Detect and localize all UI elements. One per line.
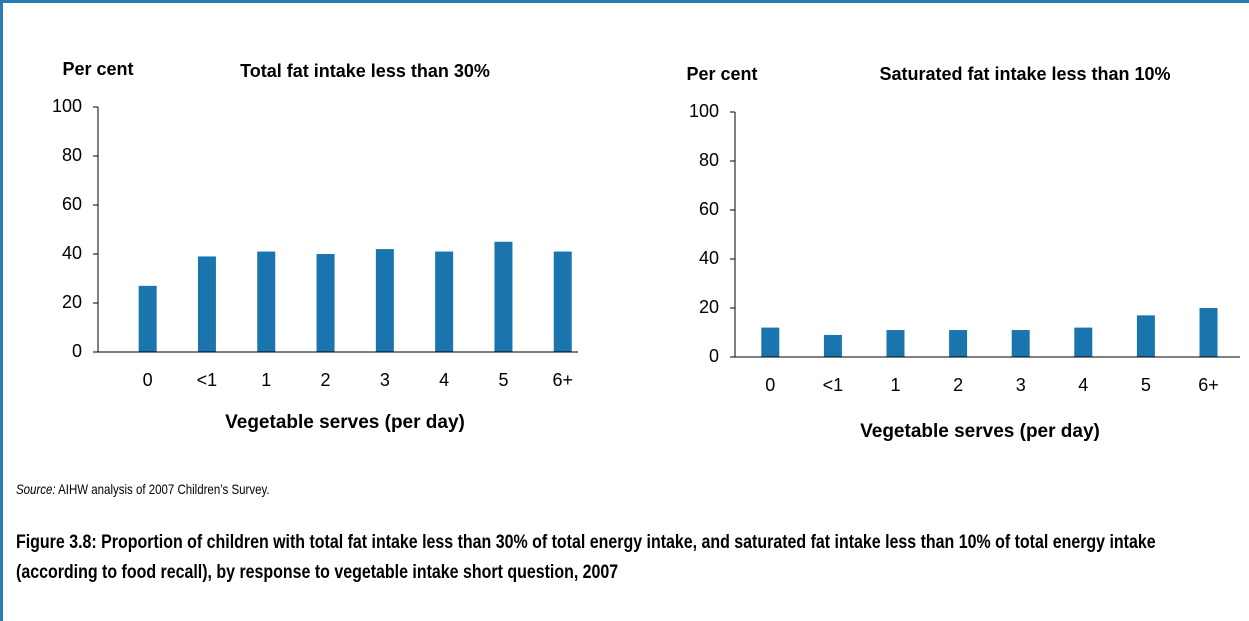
chart-title: Total fat intake less than 30% <box>240 61 490 81</box>
y-tick-label: 0 <box>709 346 719 366</box>
bar <box>138 285 157 352</box>
y-tick-label: 20 <box>62 292 82 312</box>
x-tick-label: 6+ <box>1198 375 1219 395</box>
bar <box>494 241 513 352</box>
y-axis-label: Per cent <box>686 64 757 84</box>
bar <box>886 330 905 357</box>
y-axis-label: Per cent <box>62 59 133 79</box>
bar <box>949 330 968 357</box>
y-tick-label: 20 <box>699 297 719 317</box>
source-label: Source: <box>16 481 56 497</box>
bar <box>316 254 335 352</box>
x-tick-label: 1 <box>261 370 271 390</box>
bar <box>375 249 394 352</box>
x-tick-label: 5 <box>1141 375 1151 395</box>
x-tick-label: 4 <box>439 370 449 390</box>
source: Source: AIHW analysis of 2007 Children’s… <box>16 481 270 497</box>
bar <box>1011 330 1030 357</box>
y-tick-label: 80 <box>699 150 719 170</box>
bar <box>197 256 216 352</box>
source-text: AIHW analysis of 2007 Children’s Survey. <box>58 481 270 497</box>
bar <box>435 251 454 352</box>
y-tick-label: 100 <box>689 101 719 121</box>
x-tick-label: <1 <box>823 375 844 395</box>
x-tick-label: 2 <box>953 375 963 395</box>
x-tick-label: 0 <box>765 375 775 395</box>
x-tick-label: <1 <box>197 370 218 390</box>
x-tick-label: 2 <box>321 370 331 390</box>
y-tick-label: 40 <box>62 243 82 263</box>
bar <box>1136 315 1155 357</box>
x-tick-label: 0 <box>143 370 153 390</box>
x-tick-label: 3 <box>1016 375 1026 395</box>
y-tick-label: 60 <box>62 194 82 214</box>
y-tick-label: 0 <box>72 341 82 361</box>
x-tick-label: 6+ <box>552 370 573 390</box>
y-tick-label: 60 <box>699 199 719 219</box>
y-tick-label: 100 <box>52 96 82 116</box>
bar <box>1074 327 1093 357</box>
chart-title: Saturated fat intake less than 10% <box>879 64 1170 84</box>
caption: Figure 3.8: Proportion of children with … <box>16 532 1156 583</box>
charts: Per cent Total fat intake less than 30% Ve… <box>52 59 1240 442</box>
bar <box>823 334 842 357</box>
y-tick-label: 40 <box>699 248 719 268</box>
x-axis-label: Vegetable serves (per day) <box>225 412 465 433</box>
bar <box>1199 308 1218 357</box>
bar <box>761 327 780 357</box>
x-axis-label: Vegetable serves (per day) <box>860 421 1100 442</box>
x-tick-label: 1 <box>890 375 900 395</box>
bar <box>257 251 276 352</box>
x-tick-label: 3 <box>380 370 390 390</box>
x-tick-label: 5 <box>498 370 508 390</box>
bar <box>553 251 572 352</box>
y-tick-label: 80 <box>62 145 82 165</box>
x-tick-label: 4 <box>1078 375 1088 395</box>
